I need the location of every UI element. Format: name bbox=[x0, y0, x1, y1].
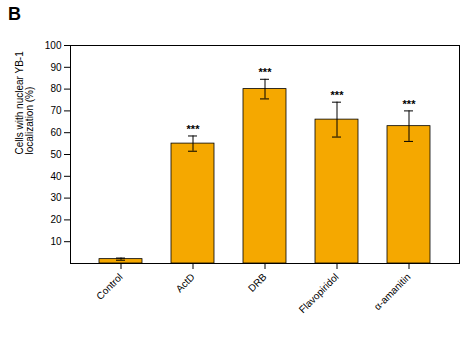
svg-text:Flavopiridol: Flavopiridol bbox=[297, 271, 341, 315]
svg-text:60: 60 bbox=[50, 127, 62, 138]
svg-text:100: 100 bbox=[45, 40, 62, 51]
svg-text:20: 20 bbox=[50, 214, 62, 225]
svg-text:50: 50 bbox=[50, 149, 62, 160]
svg-text:ActD: ActD bbox=[174, 271, 197, 294]
svg-text:Cells with nuclear YB-1localiz: Cells with nuclear YB-1localization (%) bbox=[14, 51, 35, 155]
svg-text:DRB: DRB bbox=[246, 271, 269, 294]
svg-text:80: 80 bbox=[50, 83, 62, 94]
svg-text:α-amanitin: α-amanitin bbox=[372, 271, 413, 312]
svg-text:***: *** bbox=[187, 123, 201, 135]
svg-text:***: *** bbox=[331, 89, 345, 101]
svg-text:***: *** bbox=[403, 98, 417, 110]
svg-text:***: *** bbox=[259, 66, 273, 78]
svg-text:40: 40 bbox=[50, 171, 62, 182]
svg-text:30: 30 bbox=[50, 192, 62, 203]
svg-text:10: 10 bbox=[50, 236, 62, 247]
svg-text:90: 90 bbox=[50, 62, 62, 73]
svg-text:70: 70 bbox=[50, 105, 62, 116]
svg-text:Control: Control bbox=[94, 271, 125, 302]
html-text:B: B bbox=[8, 4, 21, 24]
